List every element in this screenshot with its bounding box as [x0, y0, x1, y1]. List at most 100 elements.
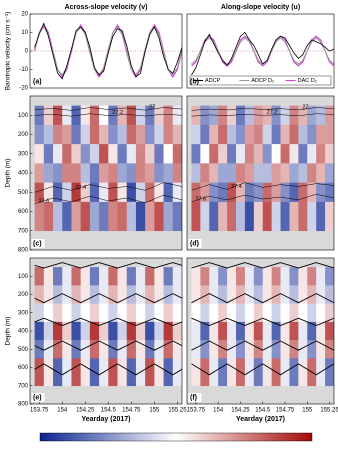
x-tick-label: 154.25 [76, 408, 95, 414]
y-tick-label: 400 [18, 329, 29, 335]
y-axis-label: Depth (m) [5, 159, 12, 188]
heat-cell [117, 105, 128, 126]
contour-line [34, 363, 182, 376]
heat-cell [135, 303, 146, 323]
y-tick-label: 700 [18, 383, 29, 389]
heat-cell [227, 267, 237, 286]
heat-cell [209, 163, 219, 183]
contour-line [191, 113, 334, 117]
heat-cell [262, 285, 272, 304]
contour-line [191, 317, 334, 326]
heat-cell [253, 144, 264, 164]
heat-cell [236, 163, 246, 183]
heat-cell [80, 358, 91, 387]
heat-cell [163, 105, 174, 126]
heat-cell [80, 163, 91, 183]
heat-cell [227, 124, 237, 145]
heat-cell [34, 144, 45, 164]
heat-cell [145, 182, 155, 203]
heat-cell [325, 267, 334, 286]
heat-cell [316, 163, 326, 183]
heat-cell [253, 267, 264, 286]
heat-cell [43, 267, 54, 286]
heat-cell [236, 321, 246, 341]
heat-cell [280, 285, 290, 304]
y-tick-label: 600 [18, 365, 29, 371]
panel-title: Along-slope velocity (u) [221, 4, 300, 11]
contour-line [34, 293, 182, 304]
heat-cell [62, 201, 72, 232]
heat-cell [209, 144, 219, 164]
heat-cell [172, 303, 182, 323]
heat-cell [89, 105, 100, 126]
heat-cell [172, 321, 182, 341]
heat-cell [209, 267, 219, 286]
legend-label: ADCP [205, 78, 221, 84]
heat-cell [262, 124, 272, 145]
heat-cell [172, 201, 182, 232]
heat-cell [307, 267, 317, 286]
heat-cell [209, 285, 219, 304]
plot-area [30, 14, 182, 88]
heat-cell [325, 321, 334, 341]
heat-cell [262, 303, 272, 323]
y-tick-label: 800 [18, 402, 29, 408]
heat-cell [172, 285, 182, 304]
contour-line [191, 340, 334, 351]
heat-cell [172, 340, 182, 359]
heat-cell [154, 358, 164, 387]
panel-label: (e) [33, 394, 42, 401]
heat-cell [126, 285, 137, 304]
heat-cell [244, 144, 255, 164]
heat-cell [227, 303, 237, 323]
heat-cell [271, 163, 281, 183]
y-tick-label: 100 [18, 274, 29, 280]
heat-cell [253, 201, 264, 232]
heat-cell [218, 340, 228, 359]
heat-cell [108, 303, 118, 323]
heat-cell [271, 303, 281, 323]
heat-cell [80, 267, 91, 286]
heat-cell [200, 303, 210, 323]
heat-cell [289, 285, 299, 304]
contour-line [191, 182, 334, 191]
heat-cell [280, 182, 290, 203]
heat-cell [289, 303, 299, 323]
series-line [34, 26, 182, 76]
heat-cell [80, 303, 91, 323]
heat-cell [99, 285, 109, 304]
heat-cell [191, 321, 201, 341]
heat-cell [280, 321, 290, 341]
heat-cell [280, 303, 290, 323]
heat-cell [53, 303, 63, 323]
heat-cell [53, 201, 63, 232]
heat-cell [298, 201, 308, 232]
heat-cell [191, 285, 201, 304]
y-tick-label: 200 [18, 132, 29, 138]
heat-cell [271, 201, 281, 232]
legend-label: DAC D₂ [298, 78, 317, 84]
heat-cell [34, 201, 45, 232]
heat-cell [262, 182, 272, 203]
heat-cell [298, 182, 308, 203]
heat-cell [135, 340, 146, 359]
heat-cell [262, 201, 272, 232]
y-tick-label: 0 [25, 49, 29, 55]
heat-cell [325, 358, 334, 387]
y-tick-label: 400 [18, 171, 29, 177]
panel-label: (b) [190, 78, 199, 85]
heat-cell [298, 267, 308, 286]
y-tick-label: 100 [18, 113, 29, 119]
heat-cell [163, 182, 174, 203]
heat-cell [43, 163, 54, 183]
heat-cell [71, 303, 81, 323]
heat-cell [117, 303, 128, 323]
heat-cell [244, 124, 255, 145]
heat-cell [43, 182, 54, 203]
contour-line [34, 113, 182, 117]
heat-cell [99, 201, 109, 232]
heat-cell [227, 201, 237, 232]
heat-cell [271, 144, 281, 164]
plot-area [187, 258, 334, 404]
